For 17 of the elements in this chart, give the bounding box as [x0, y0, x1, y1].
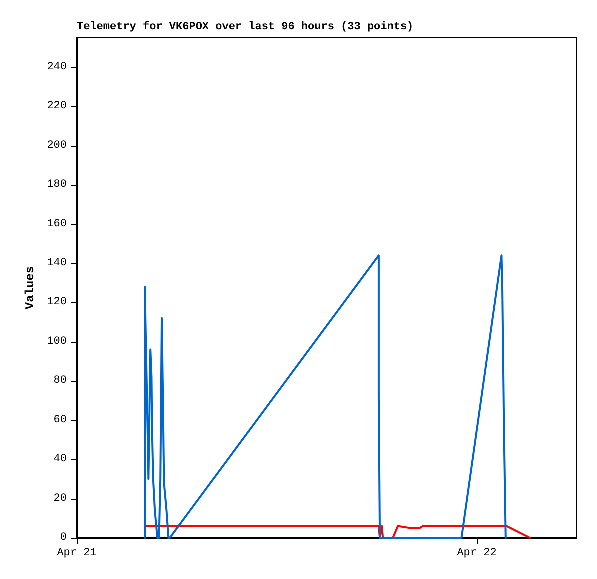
y-tick-label: 60	[54, 414, 67, 426]
y-tick-label: 180	[47, 179, 67, 192]
y-tick-label: 100	[47, 336, 67, 348]
y-tick-label: 120	[47, 296, 67, 309]
x-tick-label: Apr 22	[457, 548, 497, 560]
x-tick-label: Apr 21	[57, 548, 98, 560]
y-tick-label: 140	[47, 257, 67, 270]
chart-title: Telemetry for VK6POX over last 96 hours (33 points)	[77, 20, 414, 34]
y-tick-label: 220	[47, 100, 67, 113]
y-tick-label: 80	[54, 375, 67, 388]
y-tick-label: 0	[60, 532, 67, 544]
y-tick-label: 160	[47, 218, 67, 230]
y-axis-title: Values	[23, 266, 38, 310]
y-tick-label: 200	[47, 140, 67, 152]
y-tick-label: 20	[54, 492, 67, 505]
y-tick-label: 240	[47, 61, 67, 74]
y-tick-label: 40	[54, 454, 67, 466]
